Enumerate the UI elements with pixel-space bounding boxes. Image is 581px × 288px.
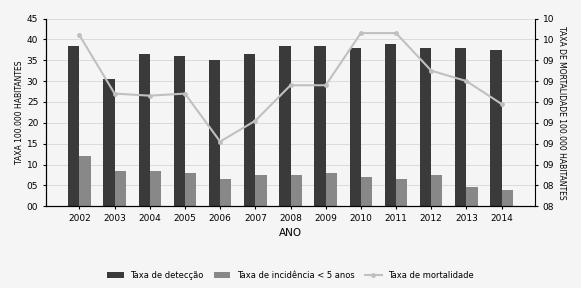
Bar (501, 190, 513, 206)
Bar (185, 173, 196, 206)
Bar (138, 54, 150, 206)
Bar (114, 171, 126, 206)
Y-axis label: TAXA 100.000 HABITANTES: TAXA 100.000 HABITANTES (15, 60, 24, 164)
Taxa de mortalidade (76, 33, 83, 37)
Bar (80, 156, 91, 206)
Bar (174, 56, 185, 206)
Taxa de mortalidade (357, 31, 364, 35)
Bar (350, 48, 361, 206)
Taxa de mortalidade (322, 84, 329, 87)
Bar (490, 50, 501, 206)
Taxa de mortalidade (428, 69, 435, 72)
Bar (103, 79, 114, 206)
Taxa de mortalidade (146, 94, 153, 97)
Bar (290, 175, 302, 206)
Taxa de mortalidade (463, 79, 470, 83)
Taxa de mortalidade (111, 92, 118, 95)
Bar (361, 177, 372, 206)
Taxa de mortalidade (287, 84, 294, 87)
Bar (150, 171, 161, 206)
Bar (244, 54, 255, 206)
Bar (255, 175, 267, 206)
Bar (420, 48, 431, 206)
Bar (385, 43, 396, 206)
Taxa de mortalidade (498, 102, 505, 106)
Taxa de mortalidade (252, 119, 259, 122)
Line: Taxa de mortalidade: Taxa de mortalidade (78, 31, 503, 143)
Bar (396, 179, 407, 206)
X-axis label: ANO: ANO (279, 228, 302, 238)
Legend: Taxa de detecção, Taxa de incidência < 5 anos, Taxa de mortalidade: Taxa de detecção, Taxa de incidência < 5… (103, 266, 478, 284)
Y-axis label: TAXA DE MORTALIDADE 100.000 HABITANTES: TAXA DE MORTALIDADE 100.000 HABITANTES (557, 26, 566, 199)
Bar (209, 60, 220, 206)
Taxa de mortalidade (217, 140, 224, 143)
Bar (220, 179, 231, 206)
Bar (68, 46, 80, 206)
Bar (431, 175, 443, 206)
Taxa de mortalidade (393, 31, 400, 35)
Bar (467, 187, 478, 206)
Bar (326, 173, 337, 206)
Bar (314, 46, 326, 206)
Bar (455, 48, 467, 206)
Taxa de mortalidade (181, 92, 188, 95)
Bar (279, 46, 290, 206)
